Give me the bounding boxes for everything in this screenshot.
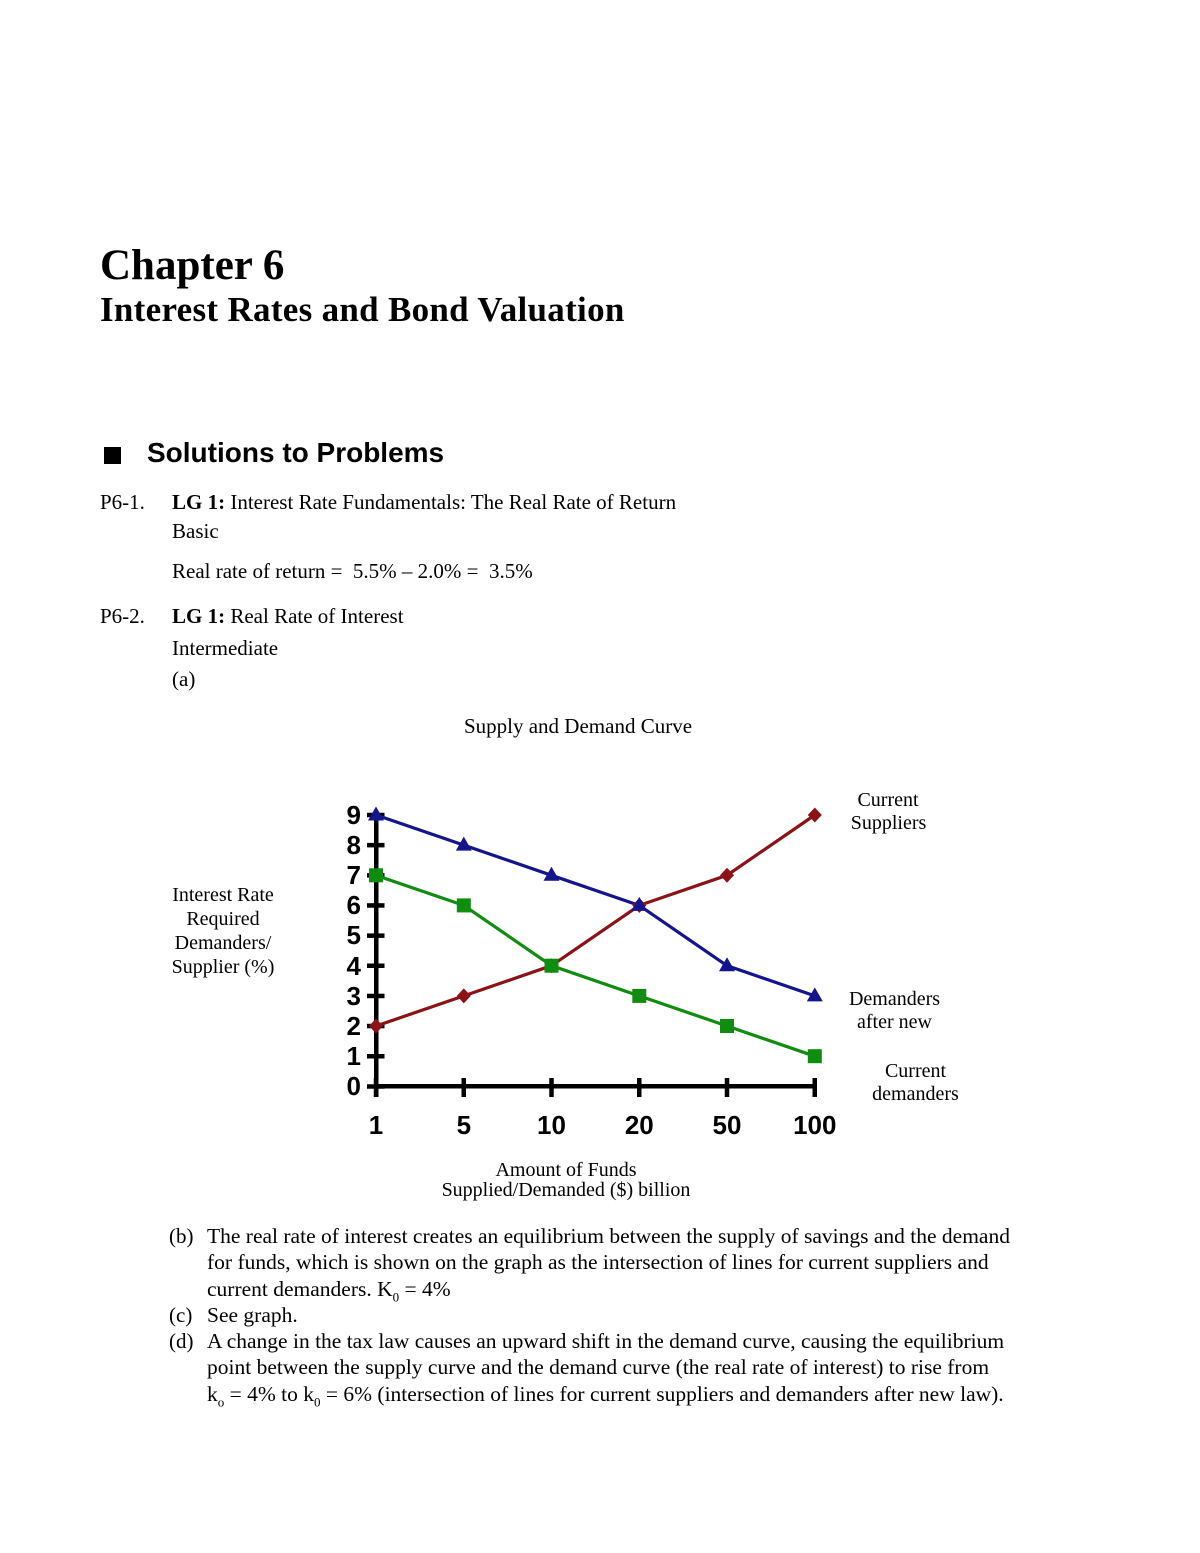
svg-text:Amount of Funds: Amount of Funds: [495, 1159, 636, 1181]
svg-text:50: 50: [713, 1110, 742, 1140]
svg-text:Current: Current: [857, 789, 919, 811]
svg-text:2: 2: [347, 1011, 361, 1041]
svg-text:1: 1: [347, 1041, 361, 1071]
svg-text:Supply and Demand Curve: Supply and Demand Curve: [464, 714, 692, 738]
svg-text:Supplied/Demanded ($) billion: Supplied/Demanded ($) billion: [442, 1179, 691, 1201]
svg-text:5: 5: [457, 1110, 471, 1140]
svg-text:5: 5: [347, 920, 361, 950]
svg-text:Demanders: Demanders: [849, 988, 940, 1010]
svg-text:Current: Current: [885, 1060, 947, 1082]
svg-text:Required: Required: [186, 908, 259, 930]
svg-text:Demanders/: Demanders/: [175, 932, 272, 954]
svg-text:9: 9: [347, 800, 361, 830]
svg-text:0: 0: [347, 1071, 361, 1101]
svg-text:Supplier (%): Supplier (%): [172, 956, 275, 978]
svg-text:100: 100: [793, 1110, 836, 1140]
svg-text:20: 20: [625, 1110, 654, 1140]
svg-text:after new: after new: [857, 1011, 933, 1033]
svg-text:demanders: demanders: [872, 1083, 959, 1105]
svg-text:3: 3: [347, 981, 361, 1011]
svg-text:4: 4: [347, 951, 362, 981]
svg-text:7: 7: [347, 860, 361, 890]
svg-text:6: 6: [347, 890, 361, 920]
svg-text:10: 10: [537, 1110, 566, 1140]
svg-text:Suppliers: Suppliers: [851, 812, 927, 834]
svg-text:8: 8: [347, 830, 361, 860]
svg-text:Interest Rate: Interest Rate: [172, 884, 274, 906]
svg-text:1: 1: [369, 1110, 383, 1140]
